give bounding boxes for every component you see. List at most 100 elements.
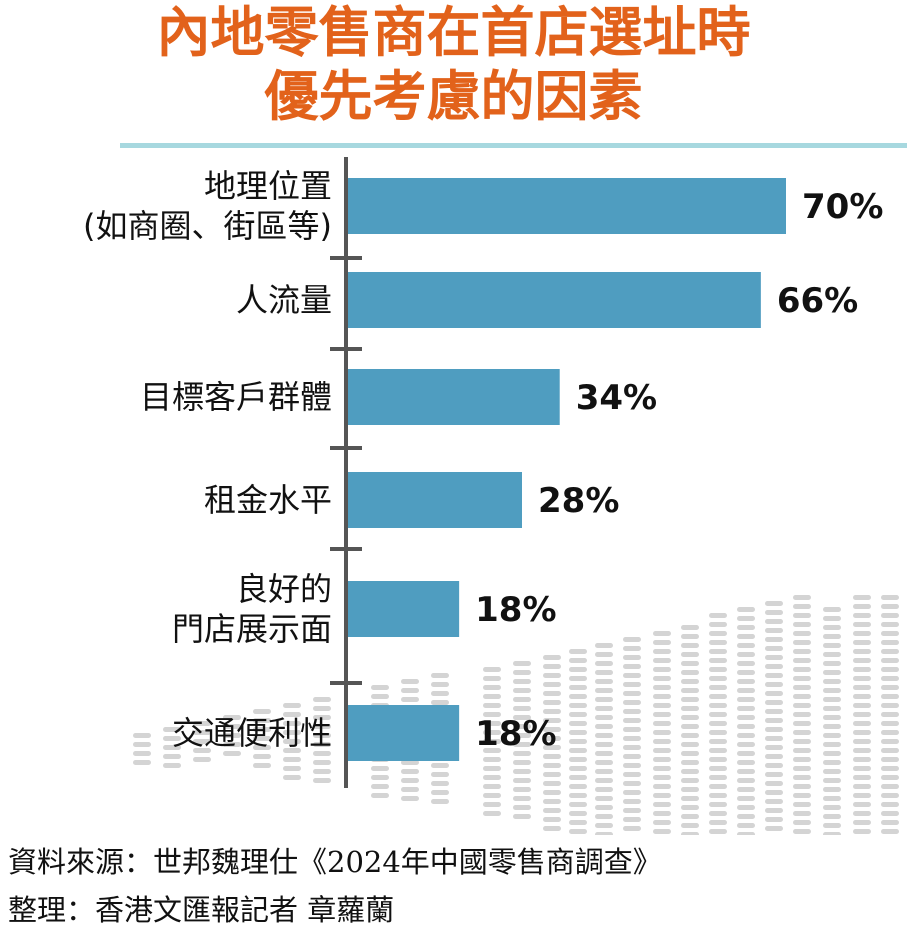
dash-mark (595, 724, 613, 729)
chart-title-line-2: 優先考慮的因素 (264, 64, 643, 128)
value-labels: 70% 66% 34% 28% 18% 18% (475, 187, 883, 754)
dash-mark (483, 793, 501, 798)
dash-mark (823, 625, 841, 630)
value-label: 28% (538, 481, 619, 521)
dash-mark (483, 694, 501, 699)
dash-mark (853, 703, 871, 708)
dash-mark (513, 733, 531, 738)
dash-mark (431, 790, 449, 795)
dash-mark (881, 622, 899, 627)
dash-mark (793, 631, 811, 636)
dash-mark (737, 679, 755, 684)
dash-mark (765, 601, 783, 606)
dash-mark (681, 670, 699, 675)
dash-mark (653, 811, 671, 816)
dash-mark (513, 796, 531, 801)
dash-mark (595, 778, 613, 783)
dash-mark (737, 778, 755, 783)
dash-mark (483, 784, 501, 789)
dash-mark (881, 694, 899, 699)
dash-mark (681, 688, 699, 693)
dash-mark (543, 727, 561, 732)
dash-mark (765, 637, 783, 642)
dash-mark (823, 724, 841, 729)
dash-mark (823, 832, 841, 835)
dash-mark (823, 760, 841, 765)
dash-mark (881, 739, 899, 744)
dash-mark (653, 685, 671, 690)
dash-mark (793, 595, 811, 600)
dash-mark (681, 715, 699, 720)
dash-mark (681, 787, 699, 792)
dash-mark (765, 817, 783, 822)
dash-mark (765, 790, 783, 795)
dash-mark (737, 688, 755, 693)
dash-mark (881, 613, 899, 618)
dash-mark (853, 730, 871, 735)
dash-mark (881, 640, 899, 645)
dash-mark (737, 607, 755, 612)
dash-mark (765, 826, 783, 831)
dash-mark (401, 787, 419, 792)
dash-mark (623, 700, 641, 705)
dash-mark (853, 631, 871, 636)
dash-mark (193, 730, 211, 735)
dash-mark (595, 733, 613, 738)
dash-mark (853, 775, 871, 780)
dash-mark (881, 802, 899, 807)
dash-mark (881, 595, 899, 600)
dash-mark (765, 763, 783, 768)
category-label: 門店展示面 (172, 610, 332, 648)
dash-mark (881, 730, 899, 735)
dash-mark (881, 712, 899, 717)
dash-mark (823, 751, 841, 756)
dash-mark (569, 784, 587, 789)
dash-mark (765, 610, 783, 615)
dash-mark (401, 796, 419, 801)
dash-mark (283, 766, 301, 771)
dash-mark (881, 784, 899, 789)
dash-mark (823, 661, 841, 666)
dash-mark (681, 697, 699, 702)
dash-mark (853, 694, 871, 699)
dash-mark (823, 652, 841, 657)
dash-mark (881, 703, 899, 708)
dash-mark (853, 640, 871, 645)
dash-mark (823, 670, 841, 675)
dash-mark (681, 634, 699, 639)
dash-mark (569, 676, 587, 681)
dash-mark (765, 700, 783, 705)
dash-mark (765, 691, 783, 696)
dash-mark (223, 733, 241, 738)
dash-mark (853, 739, 871, 744)
dash-mark (823, 697, 841, 702)
dash-mark (709, 613, 727, 618)
dash-mark (737, 670, 755, 675)
dash-mark (709, 757, 727, 762)
dash-mark (681, 796, 699, 801)
bar (346, 705, 460, 761)
dash-mark (623, 736, 641, 741)
dash-mark (737, 823, 755, 828)
dash-mark (793, 811, 811, 816)
dash-mark (709, 703, 727, 708)
dash-mark (737, 616, 755, 621)
dash-mark (737, 814, 755, 819)
dash-mark (653, 829, 671, 834)
dash-mark (793, 649, 811, 654)
dash-mark (881, 685, 899, 690)
dash-mark (513, 778, 531, 783)
dash-mark (653, 757, 671, 762)
dash-mark (737, 724, 755, 729)
dash-mark (793, 820, 811, 825)
dash-mark (737, 742, 755, 747)
dash-mark (823, 742, 841, 747)
dash-mark (569, 802, 587, 807)
dash-mark (765, 754, 783, 759)
dash-mark (793, 766, 811, 771)
dash-mark (853, 829, 871, 834)
dash-mark (765, 709, 783, 714)
dash-mark (431, 691, 449, 696)
dash-mark (793, 730, 811, 735)
title-divider (120, 143, 907, 148)
